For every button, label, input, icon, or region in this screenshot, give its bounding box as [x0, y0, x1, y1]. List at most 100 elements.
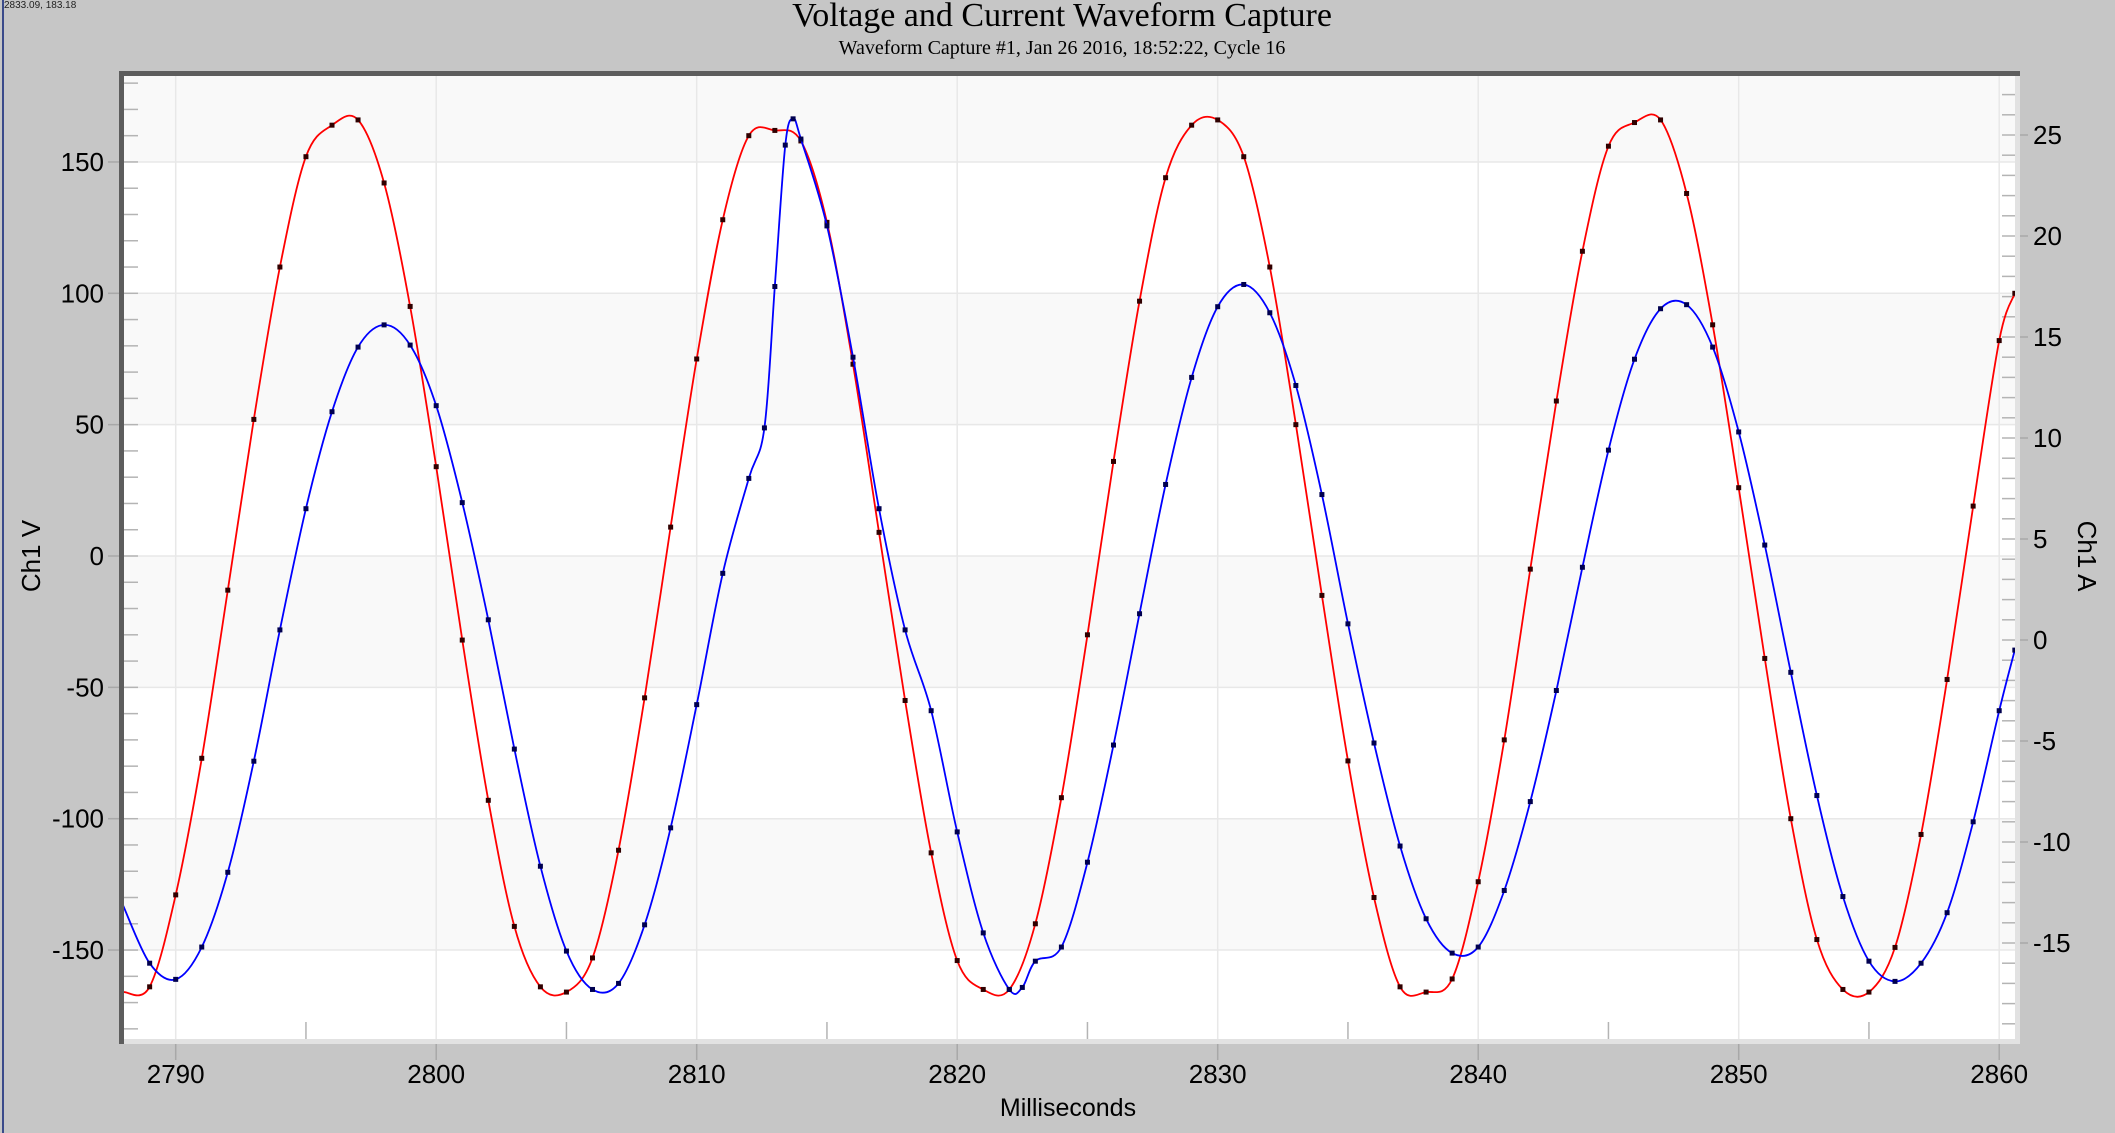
voltage-point	[1163, 175, 1169, 181]
voltage-point	[1267, 264, 1273, 270]
voltage-point	[902, 697, 908, 703]
voltage-point	[1449, 976, 1455, 982]
y2-tick-label: 10	[2033, 423, 2062, 453]
voltage-point	[381, 180, 387, 186]
voltage-point	[303, 154, 309, 160]
current-point	[850, 354, 856, 360]
voltage-point	[746, 133, 752, 139]
x-tick-label: 2840	[1449, 1059, 1507, 1089]
voltage-point	[1319, 592, 1325, 598]
grid-band	[124, 818, 2015, 951]
voltage-point	[1293, 422, 1299, 428]
current-series	[124, 116, 2015, 995]
current-point	[1397, 843, 1403, 849]
voltage-point	[1788, 816, 1794, 822]
voltage-point	[1215, 117, 1221, 123]
voltage-point	[1840, 986, 1846, 992]
voltage-point	[563, 989, 569, 995]
current-point	[1345, 621, 1351, 627]
voltage-point	[1762, 655, 1768, 661]
plot-area[interactable]	[124, 76, 2015, 1039]
voltage-point	[225, 587, 231, 593]
voltage-point	[590, 955, 595, 961]
voltage-point	[980, 986, 986, 992]
current-point	[590, 986, 595, 992]
current-point	[147, 960, 153, 966]
y2-tick-label: 15	[2033, 322, 2062, 352]
y2-tick-label: -5	[2033, 726, 2056, 756]
voltage-point	[616, 847, 622, 853]
voltage-point	[1710, 322, 1716, 328]
y2-tick-label: 20	[2033, 221, 2062, 251]
y-axis-label-right: Ch1 A	[2072, 521, 2102, 592]
x-tick-label: 2800	[407, 1059, 465, 1089]
current-point	[1293, 382, 1299, 388]
current-point	[1814, 793, 1820, 799]
voltage-point	[954, 958, 960, 964]
y-tick-label: 100	[61, 278, 104, 308]
current-point	[772, 284, 778, 289]
current-point	[720, 570, 726, 576]
current-point	[1684, 302, 1690, 308]
y-tick-label: 150	[61, 147, 104, 177]
voltage-point	[459, 637, 465, 643]
current-point	[1267, 310, 1273, 316]
current-point	[642, 922, 648, 928]
x-tick-label: 2810	[668, 1059, 726, 1089]
current-point	[1163, 481, 1169, 487]
x-tick-label: 2860	[1970, 1059, 2028, 1089]
current-point	[1736, 429, 1742, 435]
voltage-point	[1918, 831, 1924, 837]
current-point	[902, 627, 908, 633]
voltage-point	[2012, 290, 2015, 296]
voltage-point	[329, 122, 335, 128]
voltage-point	[1632, 120, 1637, 126]
grid-band	[124, 76, 2015, 162]
voltage-point	[433, 464, 439, 470]
voltage-point	[1736, 485, 1742, 491]
current-point	[1371, 740, 1377, 746]
y-tick-label: 50	[75, 410, 104, 440]
voltage-series	[124, 113, 2015, 998]
current-point	[980, 930, 986, 936]
current-point	[1137, 611, 1143, 617]
current-point	[1970, 819, 1976, 825]
voltage-point	[1814, 937, 1820, 943]
plot-top-border	[119, 71, 2020, 76]
current-point	[329, 409, 335, 415]
current-point	[251, 758, 257, 764]
current-point	[1475, 944, 1481, 950]
y2-tick-label: -15	[2033, 928, 2071, 958]
current-point	[1632, 356, 1637, 362]
voltage-point	[1397, 984, 1403, 990]
voltage-point	[1579, 248, 1585, 254]
x-tick-label: 2790	[147, 1059, 205, 1089]
current-point	[1788, 669, 1794, 675]
current-point	[1111, 742, 1116, 748]
y-tick-label: -50	[66, 672, 104, 702]
current-point	[381, 322, 387, 328]
series-layer	[124, 113, 2015, 998]
voltage-point	[642, 695, 648, 701]
voltage-point	[1371, 895, 1377, 901]
voltage-point	[1137, 298, 1143, 304]
y-tick-label: 0	[90, 541, 104, 571]
current-point	[1866, 958, 1872, 964]
y2-tick-label: 5	[2033, 524, 2047, 554]
current-point	[1658, 306, 1664, 312]
current-point	[1058, 944, 1064, 950]
voltage-point	[1658, 117, 1664, 123]
voltage-point	[928, 850, 934, 856]
voltage-point	[511, 923, 517, 929]
voltage-point	[1996, 338, 2002, 344]
current-point	[1319, 492, 1325, 498]
voltage-point	[1058, 795, 1064, 801]
current-point	[1553, 688, 1559, 693]
voltage-point	[772, 127, 778, 133]
voltage-point	[147, 984, 153, 990]
current-point	[277, 627, 283, 633]
current-point	[537, 863, 543, 869]
voltage-point	[251, 416, 257, 422]
